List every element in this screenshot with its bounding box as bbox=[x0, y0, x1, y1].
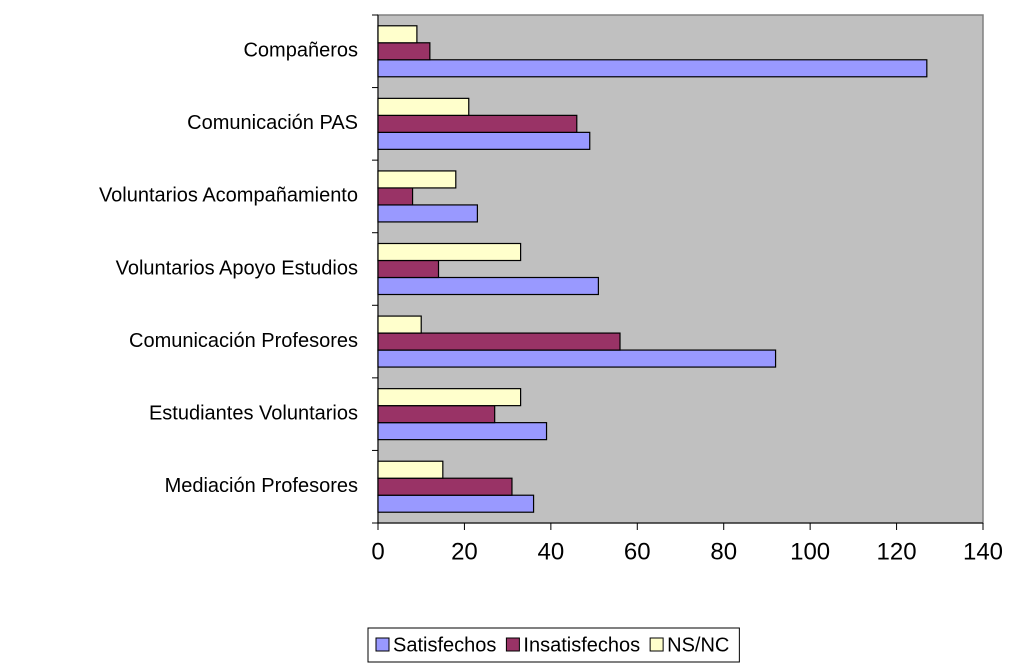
bar bbox=[377, 332, 621, 351]
bar bbox=[377, 204, 478, 223]
bar bbox=[377, 460, 444, 479]
legend bbox=[367, 627, 740, 663]
bar bbox=[377, 259, 440, 279]
x-tick-label: 120 bbox=[877, 538, 917, 565]
y-tick-label: Voluntarios Acompañamiento bbox=[99, 185, 358, 207]
x-tick-label: 80 bbox=[710, 538, 737, 565]
plot-area bbox=[377, 14, 984, 524]
x-tick-label: 20 bbox=[451, 538, 478, 565]
x-tick-label: 40 bbox=[538, 538, 565, 565]
y-tick-label: Voluntarios Apoyo Estudios bbox=[116, 257, 358, 279]
bar bbox=[377, 114, 578, 133]
bar bbox=[377, 170, 457, 189]
legend-swatch bbox=[649, 637, 664, 652]
bar bbox=[377, 276, 599, 296]
bar bbox=[377, 59, 928, 78]
bar bbox=[377, 477, 513, 496]
bar bbox=[377, 405, 496, 424]
bar bbox=[377, 422, 548, 441]
x-tick-label: 0 bbox=[371, 538, 384, 565]
y-tick-label: Comunicación Profesores bbox=[129, 330, 358, 352]
y-tick-label: Compañeros bbox=[243, 40, 358, 62]
bar bbox=[377, 97, 470, 116]
bar bbox=[377, 131, 591, 150]
legend-swatch bbox=[505, 637, 520, 652]
y-tick-label: Estudiantes Voluntarios bbox=[149, 402, 358, 424]
bar bbox=[377, 187, 414, 206]
bar bbox=[377, 494, 535, 513]
y-tick-label: Comunicación PAS bbox=[187, 112, 358, 134]
x-tick-label: 140 bbox=[963, 538, 1003, 565]
bar bbox=[377, 315, 422, 334]
x-tick-label: 60 bbox=[624, 538, 651, 565]
bar bbox=[377, 242, 522, 262]
legend-label: Insatisfechos bbox=[523, 634, 640, 656]
legend-label: Satisfechos bbox=[393, 634, 496, 656]
legend-swatch bbox=[375, 637, 390, 652]
legend-label: NS/NC bbox=[667, 634, 729, 656]
y-tick-label: Mediación Profesores bbox=[165, 475, 358, 497]
x-tick-label: 100 bbox=[790, 538, 830, 565]
bar bbox=[377, 349, 777, 368]
bar bbox=[377, 25, 418, 44]
bar bbox=[377, 388, 522, 407]
bar bbox=[377, 42, 431, 61]
